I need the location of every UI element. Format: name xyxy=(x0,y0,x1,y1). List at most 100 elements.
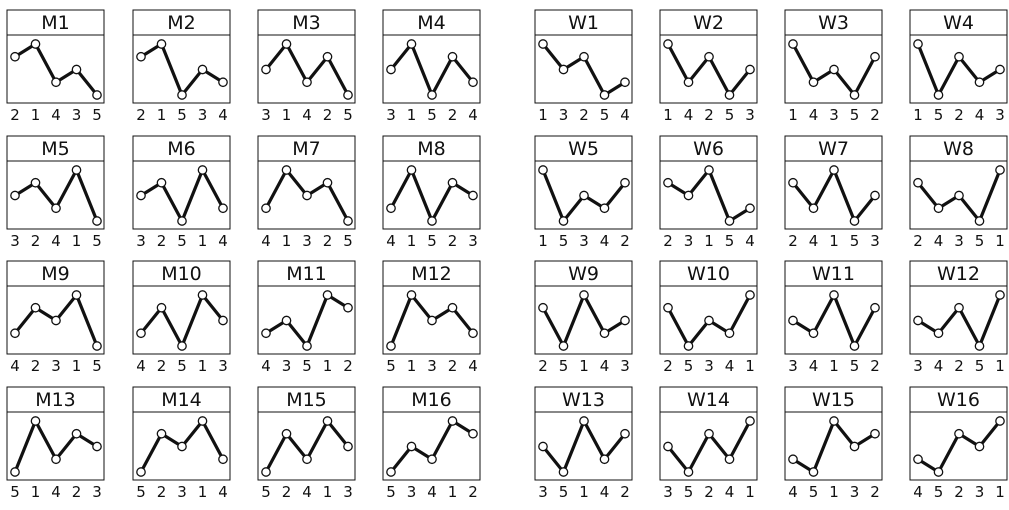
tick-label: 1 xyxy=(72,232,82,250)
tick-label: 3 xyxy=(282,357,292,375)
data-point xyxy=(30,39,41,49)
tick-label: 1 xyxy=(579,483,589,501)
tick-label: 5 xyxy=(975,232,985,250)
tick-label: 5 xyxy=(975,357,985,375)
tick-label: 2 xyxy=(157,232,167,250)
data-point xyxy=(579,190,589,201)
tick-label: 2 xyxy=(31,232,41,250)
data-point xyxy=(343,216,353,226)
panel-title: W5 xyxy=(568,138,599,160)
data-point xyxy=(558,467,569,477)
data-point xyxy=(447,51,458,62)
panel-title: M9 xyxy=(41,263,69,285)
tick-label: 3 xyxy=(136,232,146,250)
tick-label: 4 xyxy=(809,232,819,250)
data-point xyxy=(427,90,437,100)
data-point xyxy=(261,467,271,477)
tick-label: 1 xyxy=(282,106,292,124)
tick-label: 2 xyxy=(282,483,292,501)
tick-label: 3 xyxy=(663,483,673,501)
panel-frame xyxy=(534,135,633,230)
data-point xyxy=(913,39,923,49)
panel-m7: M7 4 1 3 2 5 xyxy=(257,135,356,250)
data-point xyxy=(281,315,292,326)
data-point xyxy=(538,165,548,175)
panel-w13: W13 3 5 1 4 2 xyxy=(534,386,633,501)
data-point xyxy=(92,90,102,100)
tick-label: 5 xyxy=(725,232,735,250)
data-point xyxy=(913,315,923,326)
data-point xyxy=(302,454,312,465)
data-point xyxy=(558,341,569,351)
tick-label: 3 xyxy=(579,232,589,250)
panel-w5: W5 1 5 3 4 2 xyxy=(534,135,633,250)
data-point xyxy=(92,341,102,351)
data-point xyxy=(343,90,353,100)
tick-label: 1 xyxy=(704,232,714,250)
data-point xyxy=(71,165,82,175)
data-point xyxy=(829,290,839,300)
tick-label: 5 xyxy=(10,483,20,501)
tick-label: 5 xyxy=(850,106,860,124)
panel-title: M1 xyxy=(41,12,69,34)
tick-label: 1 xyxy=(198,357,208,375)
tick-label: 5 xyxy=(559,232,569,250)
tick-label: 4 xyxy=(51,232,61,250)
panel-title: W9 xyxy=(568,263,599,285)
data-point xyxy=(218,454,228,465)
data-point xyxy=(386,467,396,477)
data-point xyxy=(788,39,798,49)
panel-frame xyxy=(784,135,883,230)
data-point xyxy=(995,165,1005,175)
data-point xyxy=(136,467,146,477)
data-point xyxy=(343,302,353,313)
tick-label: 5 xyxy=(92,106,102,124)
panel-title: M10 xyxy=(161,263,202,285)
tick-label: 3 xyxy=(704,357,714,375)
tick-label: 2 xyxy=(620,483,630,501)
panel-w3: W3 1 4 3 5 2 xyxy=(784,9,883,124)
data-point xyxy=(849,341,860,351)
tick-label: 3 xyxy=(51,357,61,375)
tick-label: 3 xyxy=(745,106,755,124)
tick-label: 5 xyxy=(684,483,694,501)
data-point xyxy=(933,90,944,100)
tick-label: 2 xyxy=(788,232,798,250)
tick-label: 1 xyxy=(323,357,333,375)
data-point xyxy=(51,454,61,465)
data-point xyxy=(808,467,819,477)
tick-label: 4 xyxy=(218,483,228,501)
panel-title: W10 xyxy=(687,263,730,285)
panel-w9: W9 2 5 1 4 3 xyxy=(534,260,633,375)
panel-title: M3 xyxy=(292,12,320,34)
data-point xyxy=(386,203,396,214)
tick-label: 2 xyxy=(870,357,880,375)
tick-label: 3 xyxy=(10,232,20,250)
tick-label: 4 xyxy=(684,106,694,124)
data-point xyxy=(724,90,735,100)
tick-label: 5 xyxy=(343,106,353,124)
tick-label: 3 xyxy=(198,106,208,124)
panel-frame xyxy=(534,260,633,355)
tick-label: 1 xyxy=(995,357,1005,375)
panel-title: W15 xyxy=(812,389,855,411)
data-point xyxy=(468,190,478,201)
tick-label: 2 xyxy=(704,483,714,501)
panel-title: M7 xyxy=(292,138,320,160)
panel-m11: M11 4 3 5 1 2 xyxy=(257,260,356,375)
panel-frame xyxy=(659,260,758,355)
data-point xyxy=(974,441,985,452)
tick-label: 5 xyxy=(302,357,312,375)
tick-label: 4 xyxy=(600,483,610,501)
data-point xyxy=(870,51,880,62)
data-point xyxy=(51,77,61,88)
tick-label: 1 xyxy=(913,106,923,124)
panel-m4: M4 3 1 5 2 4 xyxy=(382,9,481,124)
tick-label: 3 xyxy=(427,357,437,375)
tick-label: 2 xyxy=(538,357,548,375)
data-point xyxy=(849,216,860,226)
tick-label: 4 xyxy=(975,106,985,124)
data-point xyxy=(427,454,437,465)
tick-label: 3 xyxy=(829,106,839,124)
tick-label: 5 xyxy=(427,106,437,124)
